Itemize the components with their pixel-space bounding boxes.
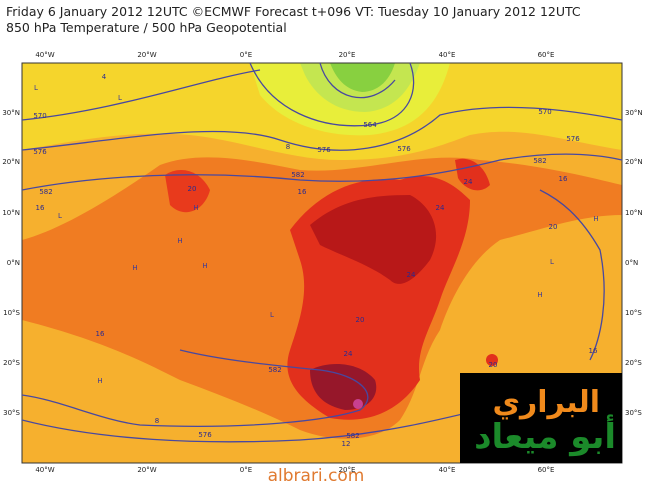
pressure-mark: H [193, 204, 198, 212]
lat-label: 10°N [2, 209, 20, 217]
lat-label: 30°S [3, 409, 20, 417]
lat-label: 30°N [2, 109, 20, 117]
lat-label: 20°N [625, 158, 643, 166]
contour-label: 576 [566, 135, 580, 143]
contour-label: 16 [36, 204, 45, 212]
pressure-mark: L [34, 84, 38, 92]
contour-label: 8 [286, 143, 290, 151]
contour-label: 582 [268, 366, 281, 374]
subtitle: 850 hPa Temperature / 500 hPa Geopotenti… [6, 20, 287, 35]
lon-label: 40°W [35, 466, 54, 474]
pressure-mark: L [550, 258, 554, 266]
lon-label: 60°E [538, 466, 555, 474]
lon-label: 0°E [240, 51, 252, 59]
logo-line2: أبو ميعاد [474, 414, 616, 457]
logo-box [460, 373, 622, 463]
logo-line1: البراري [492, 385, 600, 420]
lat-label: 20°S [3, 359, 20, 367]
lat-label: 10°S [3, 309, 20, 317]
pressure-mark: H [593, 215, 598, 223]
lon-label: 40°W [35, 51, 54, 59]
contour-label: 20 [489, 361, 498, 369]
contour-label: 8 [155, 417, 159, 425]
lat-label: 10°N [625, 209, 643, 217]
pressure-mark: L [58, 212, 62, 220]
contour-label: 16 [559, 175, 568, 183]
lon-label: 0°E [240, 466, 252, 474]
lat-label: 10°S [625, 309, 642, 317]
lon-label: 20°E [339, 466, 356, 474]
contour-label: 570 [33, 112, 46, 120]
contour-label: 582 [291, 171, 304, 179]
lon-label: 40°E [439, 51, 456, 59]
contour-label: 16 [96, 330, 105, 338]
lon-label: 20°E [339, 51, 356, 59]
pressure-mark: L [118, 94, 122, 102]
footer: albrari.com [268, 466, 365, 484]
pressure-mark: H [202, 262, 207, 270]
lat-label: 30°N [625, 109, 643, 117]
contour-label: 576 [33, 148, 47, 156]
contour-label: 12 [342, 440, 351, 448]
lon-label: 60°E [538, 51, 555, 59]
pressure-mark: H [177, 237, 182, 245]
contour-label: 24 [464, 178, 473, 186]
contour-label: 570 [538, 108, 551, 116]
lon-label: 20°W [137, 466, 156, 474]
lon-label: 20°W [137, 51, 156, 59]
contour-label: 20 [356, 316, 365, 324]
contour-label: 582 [346, 432, 359, 440]
contour-label: 564 [363, 121, 377, 129]
pressure-mark: H [97, 377, 102, 385]
contour-label: 24 [344, 350, 353, 358]
lat-label: 20°N [2, 158, 20, 166]
lat-label: 20°S [625, 359, 642, 367]
contour-label: 20 [549, 223, 558, 231]
lat-label: 0°N [7, 259, 20, 267]
contour-label: 582 [39, 188, 52, 196]
contour-label: 576 [317, 146, 331, 154]
lat-label: 30°S [625, 409, 642, 417]
pressure-mark: L [270, 311, 274, 319]
contour-label: 16 [298, 188, 307, 196]
contour-label: 16 [589, 347, 598, 355]
contour-label: 20 [188, 185, 197, 193]
contour-label: 24 [407, 271, 416, 279]
pressure-mark: H [537, 291, 542, 299]
contour-label: 4 [102, 73, 107, 81]
contour-label: 576 [397, 145, 411, 153]
lon-label: 40°E [439, 466, 456, 474]
pressure-mark: H [132, 264, 137, 272]
map [21, 62, 623, 464]
contour-label: 24 [436, 204, 445, 212]
lat-label: 0°N [625, 259, 638, 267]
contour-label: 576 [198, 431, 212, 439]
title: Friday 6 January 2012 12UTC ©ECMWF Forec… [6, 4, 581, 19]
contour-label: 582 [533, 157, 546, 165]
